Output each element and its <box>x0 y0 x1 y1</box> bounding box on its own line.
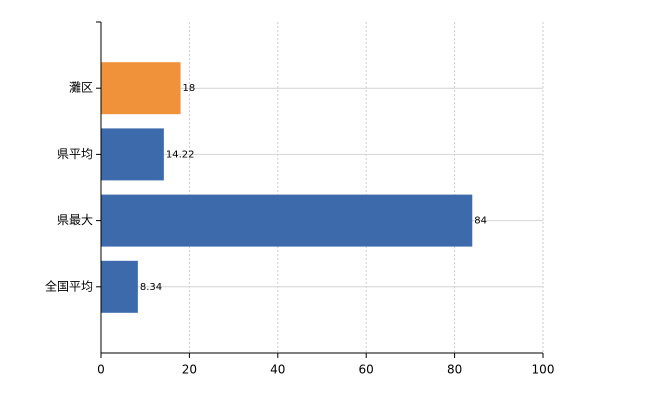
value-label: 8.34 <box>140 282 162 293</box>
y-tick-label: 全国平均 <box>45 278 93 293</box>
x-tick-label: 40 <box>270 363 285 377</box>
bar <box>101 194 473 247</box>
x-tick-label: 100 <box>532 363 555 377</box>
bar <box>101 62 181 115</box>
x-tick-label: 20 <box>182 363 197 377</box>
value-label: 14.22 <box>166 149 195 160</box>
value-label: 18 <box>183 83 196 94</box>
x-tick-label: 0 <box>97 363 105 377</box>
bar <box>101 260 138 313</box>
y-tick-label: 県平均 <box>57 147 93 161</box>
y-tick-label: 灘区 <box>69 81 93 95</box>
value-label: 84 <box>474 216 487 227</box>
x-tick-label: 60 <box>359 363 374 377</box>
bar <box>101 128 164 181</box>
y-tick-label: 県最大 <box>57 213 93 227</box>
x-tick-label: 80 <box>447 363 462 377</box>
